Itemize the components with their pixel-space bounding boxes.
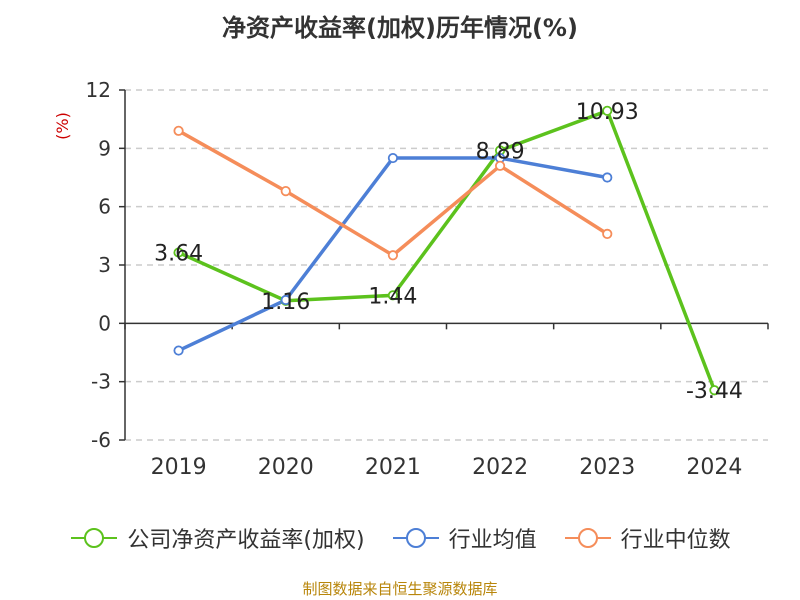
legend-marker-icon (564, 528, 611, 548)
data-label: 1.16 (261, 290, 310, 315)
data-point (494, 160, 506, 171)
series-points (173, 105, 720, 396)
axes: 12 9 6 3 0 -3 -6 2019 2020 2021 2022 2023 2024 (%) (53, 78, 769, 480)
data-label: 10.93 (576, 100, 639, 125)
data-point (602, 228, 613, 239)
data-label: 3.64 (154, 242, 203, 267)
data-point (387, 250, 399, 261)
data-point (602, 172, 613, 183)
chart-title: 净资产收益率(加权)历年情况(%) (222, 14, 578, 42)
legend-marker-icon (71, 528, 118, 548)
data-point (173, 125, 184, 136)
legend-label: 行业中位数 (620, 528, 731, 553)
x-tick-label: 2020 (258, 455, 314, 480)
y-tick-label: 6 (98, 195, 111, 219)
data-label: -3.44 (686, 379, 743, 404)
y-tick-label: 3 (98, 253, 111, 277)
y-tick-label: -3 (91, 370, 111, 394)
grid-lines (125, 89, 768, 441)
data-point (280, 294, 291, 306)
y-tick-label: 12 (86, 78, 111, 102)
series-line-0 (177, 109, 717, 391)
y-tick-label: 0 (98, 311, 111, 335)
data-point (602, 105, 613, 116)
data-point (387, 152, 399, 164)
x-tick-label: 2021 (365, 455, 421, 480)
series-line-2 (177, 129, 609, 258)
data-point (280, 186, 291, 197)
y-tick-label: -6 (91, 428, 111, 452)
data-point (387, 290, 399, 301)
legend-item[interactable]: 行业中位数 (563, 522, 731, 554)
data-label: 8.89 (476, 139, 525, 164)
x-tick-label: 2024 (686, 455, 742, 480)
data-point (173, 247, 184, 258)
legend-label: 公司净资产收益率(加权) (127, 528, 365, 553)
y-axis-label: (%) (53, 112, 72, 140)
data-label: 1.44 (368, 284, 417, 309)
data-point (709, 385, 720, 396)
data-point (173, 345, 184, 356)
y-tick-label: 9 (98, 136, 111, 160)
series-lines (177, 109, 717, 391)
legend-item[interactable]: 行业均值 (391, 522, 537, 554)
legend-marker-icon (392, 528, 439, 548)
x-tick-label: 2019 (151, 455, 207, 480)
source-note: 制图数据来自恒生聚源数据库 (302, 580, 498, 598)
data-labels: 3.64 1.16 1.44 8.89 10.93 -3.44 (154, 100, 743, 404)
legend-label: 行业均值 (448, 528, 537, 553)
x-tick-label: 2023 (579, 455, 635, 480)
legend: 公司净资产收益率(加权) 行业均值 行业中位数 (0, 520, 800, 556)
legend-item[interactable]: 公司净资产收益率(加权) (69, 522, 365, 554)
x-tick-label: 2022 (472, 455, 528, 480)
